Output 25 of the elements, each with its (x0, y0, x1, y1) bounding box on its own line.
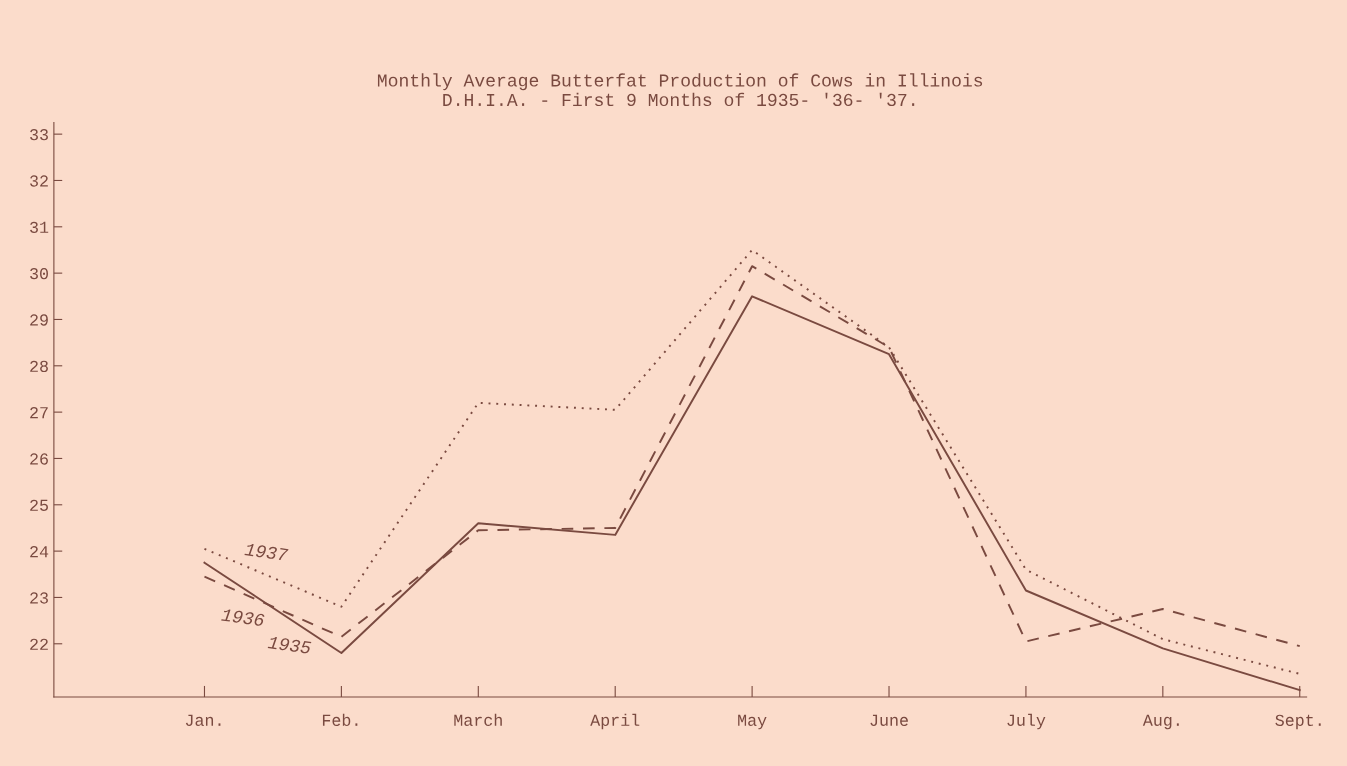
text: 1936 (221, 608, 265, 627)
chart-title: Monthly Average Butterfat Production of Cows in Illinois D.H.I.A. - First 9 Months of 1935- '36- '37. (377, 73, 983, 107)
y-tick-label: 32 (30, 175, 48, 187)
y-tick-label: 31 (30, 221, 49, 234)
y-tick-label: 26 (30, 453, 48, 465)
text: 1935 (267, 635, 312, 655)
y-tick-label: 24 (30, 546, 49, 558)
y-tick-label: 25 (30, 499, 48, 511)
x-tick-label: June (870, 714, 908, 726)
x-tick-label: Sept. (1275, 714, 1321, 730)
x-tick-label: Aug. (1142, 714, 1179, 730)
y-tick-label: 30 (30, 268, 48, 280)
x-tick-label: Jan. (185, 714, 221, 726)
y-tick-label: 27 (30, 407, 48, 419)
y-tick-label: 22 (30, 638, 48, 650)
x-tick-label: May (738, 714, 767, 730)
x-tick-label: April (590, 713, 640, 730)
text: 1937 (244, 543, 289, 562)
x-tick-label: March (454, 713, 502, 726)
y-tick-label: 28 (30, 360, 48, 372)
x-tick-label: July (1007, 713, 1046, 730)
y-tick-label: 23 (30, 592, 48, 604)
y-tick-label: 29 (30, 314, 48, 326)
y-tick-label: 33 (30, 129, 48, 141)
x-tick-label: Feb. (322, 713, 358, 726)
